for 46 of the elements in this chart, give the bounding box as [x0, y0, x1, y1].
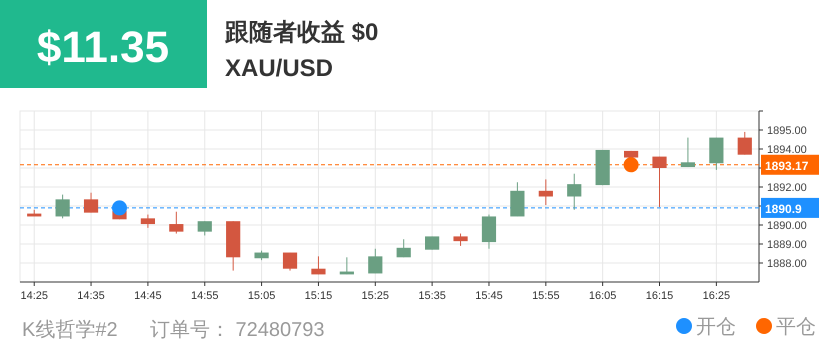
x-tick-label: 16:05 [588, 290, 616, 302]
candlestick [368, 248, 382, 274]
x-tick-label: 14:35 [77, 290, 105, 302]
x-tick-label: 15:45 [475, 290, 503, 302]
candlestick [538, 178, 553, 206]
chart-title: $11.35 [36, 23, 170, 72]
candlestick [311, 256, 326, 275]
candlestick [254, 250, 269, 261]
candlestick [652, 156, 667, 208]
y-tick-label: 1895.00 [767, 125, 807, 137]
candlestick [282, 252, 298, 272]
x-tick-label: 15:35 [418, 290, 446, 302]
y-tick-label: 1890.00 [767, 220, 807, 232]
chart-subtitle: 跟随者收益 $0 [224, 19, 378, 46]
ref-line-label: 1893.17 [765, 158, 809, 173]
x-tick-label: 15:15 [304, 290, 332, 302]
y-tick-label: 1894.00 [767, 144, 807, 156]
y-tick-label: 1889.00 [767, 239, 807, 251]
candlestick [567, 173, 582, 210]
legend-label: 平仓 [776, 316, 816, 338]
candlestick [56, 194, 70, 219]
y-tick-label: 1888.00 [767, 258, 807, 270]
candlestick [140, 214, 156, 228]
x-tick-label: 15:55 [532, 290, 560, 302]
text: 订单号： 72480793 [150, 319, 325, 341]
candlestick [396, 238, 411, 258]
x-tick-label: 14:55 [190, 290, 219, 302]
x-tick-label: 14:25 [20, 290, 48, 302]
candlestick [84, 192, 98, 214]
x-tick-label: 14:45 [134, 290, 162, 302]
candlestick [738, 131, 752, 156]
x-tick-label: 16:15 [646, 290, 674, 302]
legend-label: 开仓 [696, 316, 736, 338]
candlestick [198, 220, 212, 236]
text: K线哲学#2 [22, 319, 118, 341]
x-tick-label: 15:05 [248, 290, 276, 302]
ref-line-label: 1890.9 [765, 202, 802, 216]
title: $11.35 [0, 0, 207, 88]
x-tick-label: 16:25 [702, 290, 730, 302]
x-tick-label: 15:25 [362, 290, 390, 302]
candlestick [680, 137, 696, 168]
text: XAU/USD [225, 55, 334, 82]
candlestick [340, 256, 354, 275]
candlestick [169, 211, 184, 234]
candlestick [453, 233, 468, 246]
y-tick-label: 1892.00 [767, 182, 807, 194]
